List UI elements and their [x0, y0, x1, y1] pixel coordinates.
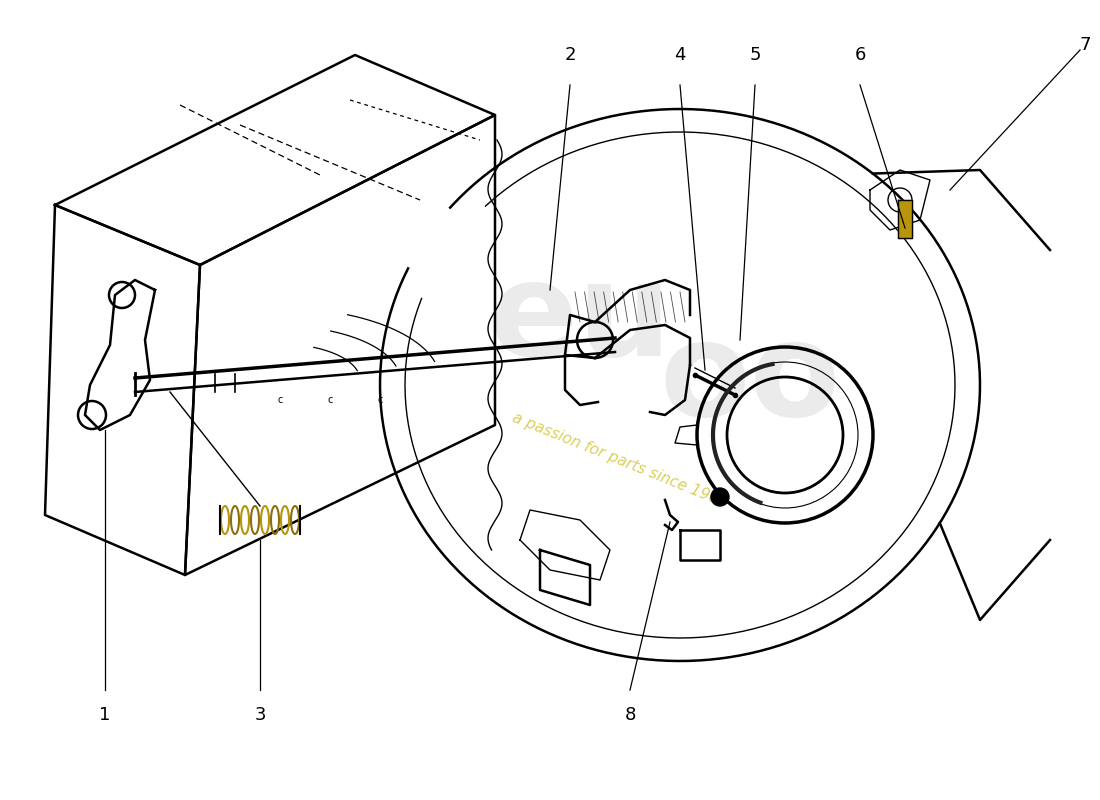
Text: 8: 8	[625, 706, 636, 724]
Text: a passion for parts since 1905: a passion for parts since 1905	[510, 410, 729, 510]
Text: oo: oo	[659, 317, 840, 443]
Text: 1: 1	[99, 706, 111, 724]
Circle shape	[711, 488, 729, 506]
Text: 2: 2	[564, 46, 575, 64]
Polygon shape	[898, 200, 912, 238]
Text: eu: eu	[488, 257, 672, 383]
Text: 3: 3	[254, 706, 266, 724]
Text: 5: 5	[749, 46, 761, 64]
Text: 4: 4	[674, 46, 685, 64]
Text: c: c	[277, 395, 283, 405]
Text: c: c	[377, 395, 383, 405]
Text: 6: 6	[855, 46, 866, 64]
Text: 7: 7	[1079, 36, 1091, 54]
Text: c: c	[328, 395, 332, 405]
